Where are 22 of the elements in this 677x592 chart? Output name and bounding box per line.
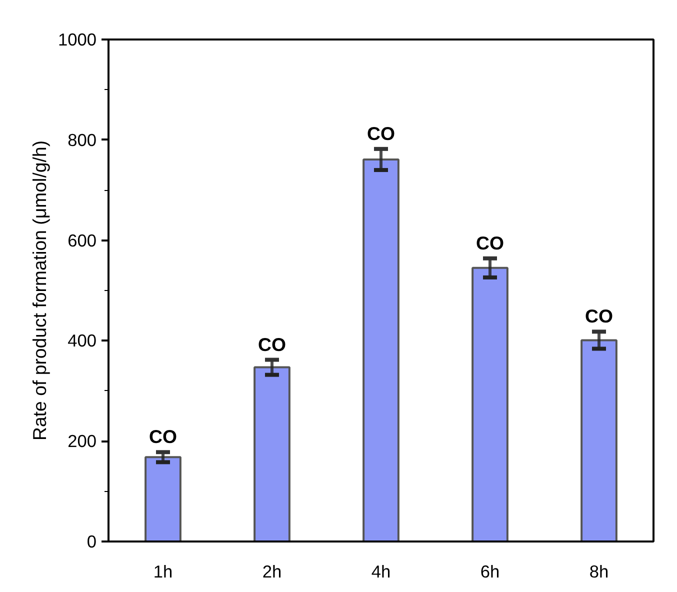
y-tick-label: 600: [68, 230, 97, 250]
y-tick-label: 400: [68, 330, 97, 351]
annotation: CO: [476, 232, 504, 254]
x-tick-label: 2h: [262, 562, 282, 582]
annotation: CO: [585, 306, 613, 327]
y-tick-label: 0: [86, 532, 97, 552]
y-tick-label: 200: [68, 431, 97, 452]
bar: [362, 158, 400, 542]
annotation: CO: [367, 122, 395, 144]
x-tick-label: 8h: [589, 562, 609, 582]
bar: [254, 366, 290, 542]
bar: [580, 339, 618, 542]
y-axis-title: Rate of product formation (μmol/g/h): [28, 140, 50, 441]
x-tick-label: 4h: [371, 562, 391, 582]
y-tick-label: 1000: [58, 30, 97, 50]
annotation: CO: [149, 426, 177, 448]
x-tick-label: 1h: [153, 562, 173, 582]
annotation: CO: [258, 334, 286, 355]
bar: [472, 266, 508, 542]
x-tick-label: 6h: [480, 562, 500, 582]
y-tick-label: 800: [68, 130, 97, 150]
bar: [144, 456, 182, 542]
